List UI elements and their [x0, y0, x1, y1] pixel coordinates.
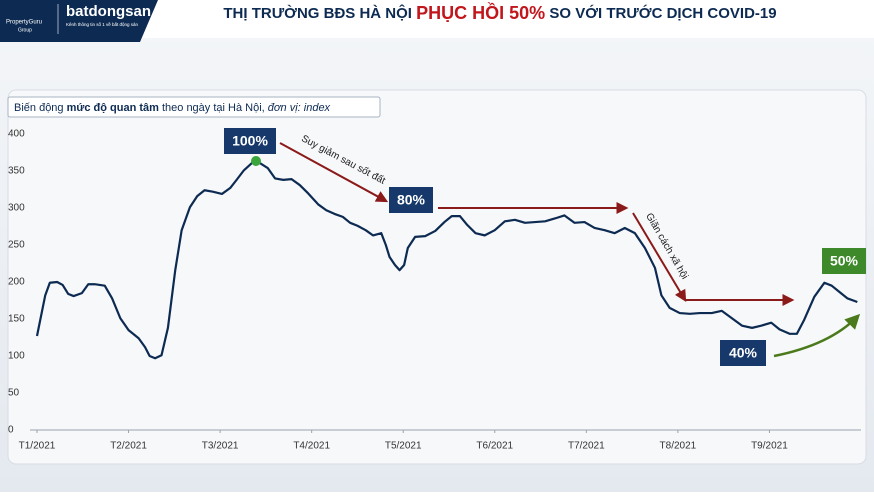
annotation-box: [822, 248, 866, 274]
logo-text: PropertyGuru: [6, 20, 42, 26]
x-tick-label: T4/2021: [293, 441, 330, 452]
x-tick-label: T5/2021: [385, 441, 422, 452]
x-tick-label: T1/2021: [19, 441, 56, 452]
logo-block: [0, 0, 158, 42]
title-highlight: PHỤC HỒI 50%: [416, 2, 545, 23]
y-tick-label: 100: [8, 351, 25, 362]
annotation-box: [389, 187, 433, 213]
logo-tagline: Kênh thông tin số 1 về bất động sản: [66, 22, 139, 27]
x-tick-label: T6/2021: [476, 441, 513, 452]
title-part: SO VỚI TRƯỚC DỊCH COVID-19: [545, 4, 776, 22]
arrow: [632, 212, 687, 303]
y-tick-label: 300: [8, 203, 25, 214]
y-tick-label: 350: [8, 166, 25, 177]
arrow: [279, 142, 389, 203]
line-series: [35, 161, 858, 360]
subtitle-part: đơn vị: index: [268, 102, 331, 114]
y-tick-label: 50: [8, 388, 20, 399]
logo-text: batdongsan: [66, 3, 151, 20]
annotation-box: [224, 128, 276, 154]
chart-panel: [7, 89, 867, 465]
x-tick-label: T2/2021: [110, 441, 147, 452]
annotation: 100%: [232, 133, 268, 149]
peak-dot: [251, 156, 261, 166]
annotation: 40%: [729, 345, 758, 361]
subtitle-part: mức độ quan tâm: [67, 102, 160, 114]
subtitle-part: theo ngày tại Hà Nội,: [159, 102, 268, 114]
x-tick-label: T9/2021: [751, 441, 788, 452]
x-tick-label: T3/2021: [202, 441, 239, 452]
y-tick-label: 400: [8, 129, 25, 140]
subtitle-part: Biến động: [14, 102, 67, 114]
plot: 0 50 100 150 200 250 300 350 400 T1/2021 T2/2021 T3…: [8, 129, 861, 452]
x-tick-label: T8/2021: [660, 441, 697, 452]
annotation-box: [720, 340, 766, 366]
y-tick-label: 0: [8, 425, 14, 436]
arrow: [773, 313, 861, 358]
title: THỊ TRƯỜNG BĐS HÀ NỘI PHỤC HỒI 50% SO VỚ…: [223, 2, 776, 23]
y-tick-label: 200: [8, 277, 25, 288]
subtitle: Biến động mức độ quan tâm theo ngày tại …: [14, 102, 331, 114]
y-tick-label: 250: [8, 240, 25, 251]
x-tick-label: T7/2021: [568, 441, 605, 452]
annotation: 80%: [397, 192, 426, 208]
annotation: 50%: [830, 253, 859, 269]
logo-text: Group: [18, 27, 32, 33]
title-part: THỊ TRƯỜNG BĐS HÀ NỘI: [223, 4, 416, 22]
subtitle-box: [7, 96, 381, 118]
y-tick-label: 150: [8, 314, 25, 325]
